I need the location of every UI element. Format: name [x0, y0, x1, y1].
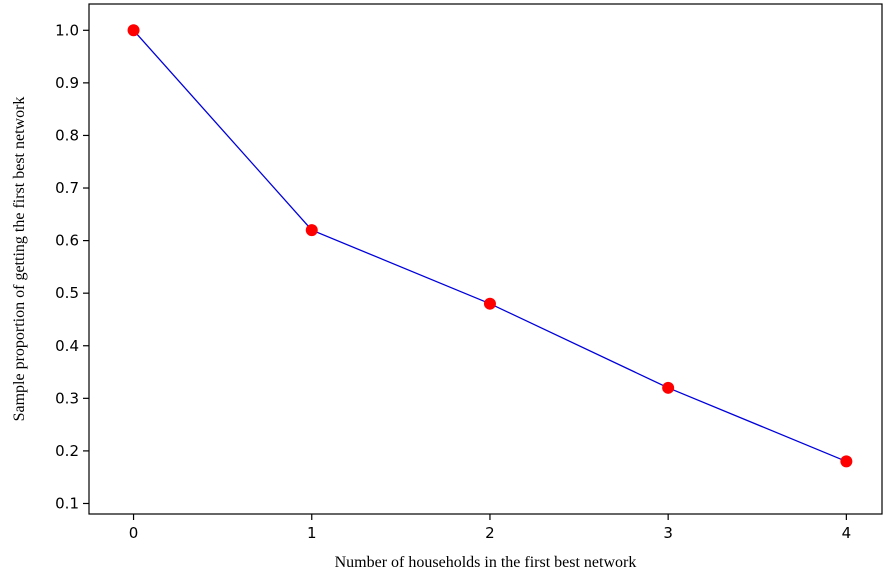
y-tick-label: 0.1 [55, 494, 79, 512]
x-tick-label: 4 [842, 524, 852, 542]
x-axis-title: Number of households in the first best n… [335, 554, 637, 571]
y-axis-ticks: 0.1 0.2 0.3 0.4 0.5 0.6 0.7 0.8 0.9 1.0 [55, 21, 89, 512]
series-layer [127, 24, 853, 468]
y-tick-label: 0.8 [55, 126, 79, 144]
x-axis-ticks: 0 1 2 3 4 [129, 514, 851, 542]
y-tick-label: 0.3 [55, 389, 79, 407]
y-tick-label: 0.2 [55, 442, 79, 460]
x-tick-label: 0 [129, 524, 139, 542]
data-point [483, 297, 496, 310]
data-point [305, 224, 318, 237]
y-tick-label: 0.4 [55, 337, 79, 355]
y-tick-label: 0.6 [55, 232, 79, 250]
data-point [127, 24, 140, 37]
plot-border [88, 3, 883, 515]
x-tick-label: 3 [663, 524, 673, 542]
y-tick-label: 0.9 [55, 74, 79, 92]
y-tick-label: 0.5 [55, 284, 79, 302]
x-tick-label: 2 [485, 524, 495, 542]
data-point [840, 455, 853, 468]
y-tick-label: 0.7 [55, 179, 79, 197]
x-tick-label: 1 [307, 524, 317, 542]
data-point [662, 381, 675, 394]
y-axis-title: Sample proportion of getting the first b… [11, 97, 28, 422]
plot-frame [88, 3, 883, 515]
y-tick-label: 1.0 [55, 21, 79, 39]
